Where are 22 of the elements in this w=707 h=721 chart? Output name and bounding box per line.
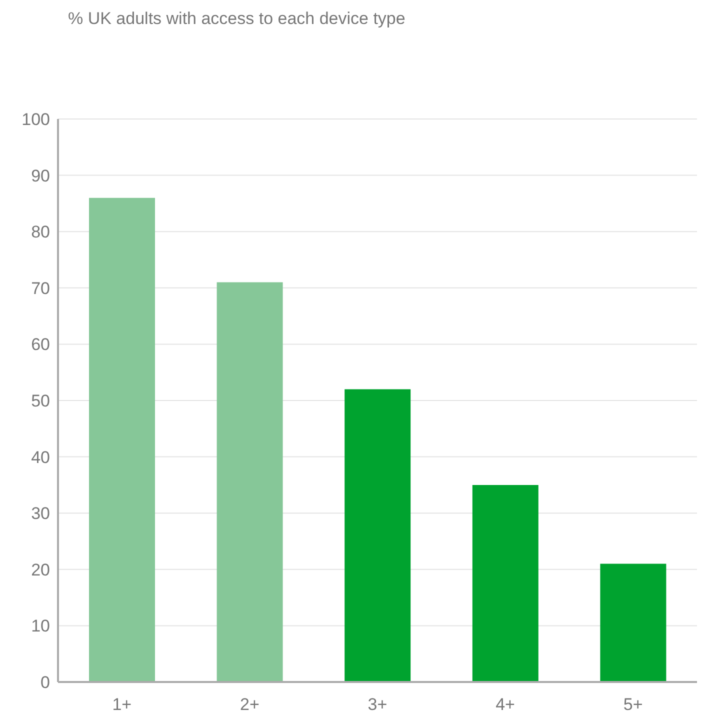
bar: [600, 564, 666, 682]
y-tick-label: 0: [40, 673, 50, 692]
y-tick-label: 90: [31, 166, 50, 186]
y-tick-label: 60: [31, 335, 50, 354]
y-tick-label: 30: [31, 504, 50, 524]
x-tick-label: 4+: [496, 695, 516, 714]
x-tick-label: 1+: [112, 695, 132, 714]
y-tick-label: 40: [31, 448, 50, 467]
x-tick-label: 5+: [623, 695, 643, 714]
bar: [344, 389, 411, 682]
x-tick-label: 3+: [368, 695, 388, 714]
y-tick-label: 70: [31, 278, 50, 298]
bar: [472, 484, 538, 682]
y-tick-label: 100: [22, 110, 50, 130]
bar: [89, 198, 155, 682]
y-tick-label: 20: [31, 560, 50, 580]
y-tick-label: 50: [31, 392, 50, 411]
chart-title: % UK adults with access to each device type: [68, 8, 406, 30]
bar: [216, 282, 283, 682]
y-tick-label: 10: [31, 616, 50, 636]
x-tick-label: 2+: [240, 695, 260, 714]
y-tick-label: 80: [31, 222, 50, 242]
